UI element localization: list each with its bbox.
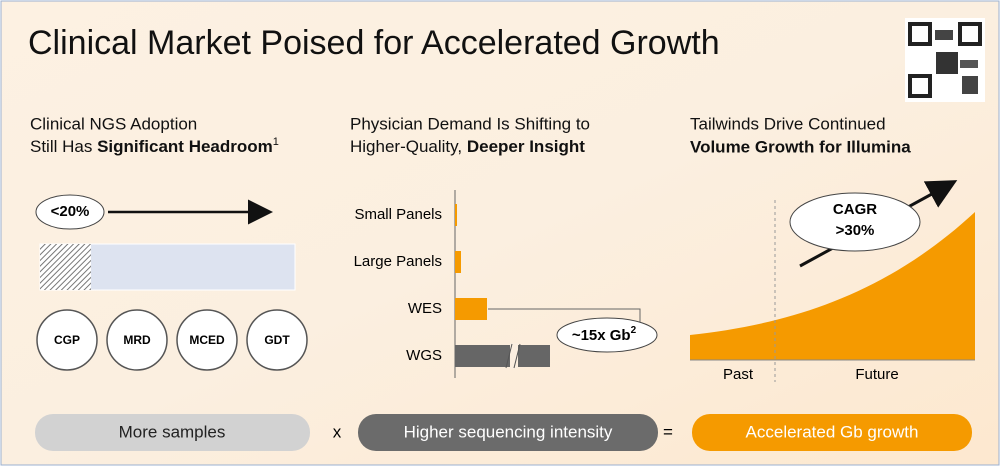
- future-label: Future: [855, 366, 898, 383]
- heading: Clinical NGS Adoption: [30, 114, 197, 133]
- callout: >30%: [836, 222, 875, 239]
- growth-area: [690, 212, 975, 360]
- past-label: Past: [723, 366, 754, 383]
- bar: [455, 298, 487, 320]
- application-label: MCED: [189, 333, 225, 347]
- bar-break: [510, 343, 518, 369]
- adoption-label: <20%: [51, 203, 90, 220]
- pill: [358, 414, 658, 451]
- label-bubble: [556, 317, 658, 353]
- heading: Tailwinds Drive Continued: [690, 114, 886, 133]
- application-circle: [246, 309, 308, 371]
- adoption-share: [40, 244, 91, 290]
- application-circle: [176, 309, 238, 371]
- title: Clinical Market Poised for Accelerated G…: [28, 24, 720, 62]
- application-label: GDT: [264, 333, 290, 347]
- category-label: Small Panels: [354, 206, 442, 223]
- bar: [455, 345, 550, 367]
- operator: x: [333, 422, 342, 441]
- application-label: MRD: [123, 333, 151, 347]
- callout: CAGR: [833, 201, 877, 218]
- pill-label: More samples: [119, 422, 226, 441]
- heading-text: Still Has: [30, 137, 97, 156]
- application-label: CGP: [54, 333, 80, 347]
- footnote: 2: [631, 325, 637, 336]
- category-label: WGS: [406, 347, 442, 364]
- break-line: [513, 343, 521, 369]
- operator: =: [663, 422, 673, 441]
- heading-text: Higher-Quality,: [350, 137, 467, 156]
- pill: [35, 414, 310, 451]
- application-circle: [106, 309, 168, 371]
- label-bubble: [35, 194, 105, 230]
- heading-bold: Deeper Insight: [467, 137, 585, 156]
- heading: Higher-Quality, Deeper Insight: [350, 137, 585, 156]
- footnote: 1: [273, 136, 279, 148]
- qr-code: [905, 18, 985, 102]
- pill: [692, 414, 972, 451]
- category-label: Large Panels: [354, 253, 442, 270]
- pill-label: Accelerated Gb growth: [746, 422, 919, 441]
- callout: ~15x Gb2: [572, 325, 637, 344]
- heading-bold: Significant Headroom: [97, 137, 273, 156]
- category-label: WES: [408, 300, 442, 317]
- heading: Physician Demand Is Shifting to: [350, 114, 590, 133]
- bar: [455, 251, 461, 273]
- label-bubble: [789, 192, 921, 252]
- callout-text: ~15x Gb: [572, 327, 631, 344]
- pill-label: Higher sequencing intensity: [404, 422, 613, 441]
- break-line: [505, 343, 513, 369]
- bar: [455, 204, 457, 226]
- heading: Still Has Significant Headroom1: [30, 136, 279, 157]
- application-circle: [36, 309, 98, 371]
- heading: Volume Growth for Illumina: [690, 137, 911, 156]
